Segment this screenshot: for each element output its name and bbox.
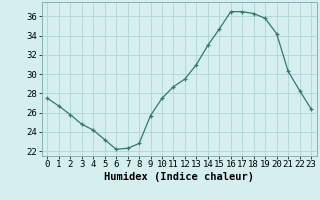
X-axis label: Humidex (Indice chaleur): Humidex (Indice chaleur) [104,172,254,182]
